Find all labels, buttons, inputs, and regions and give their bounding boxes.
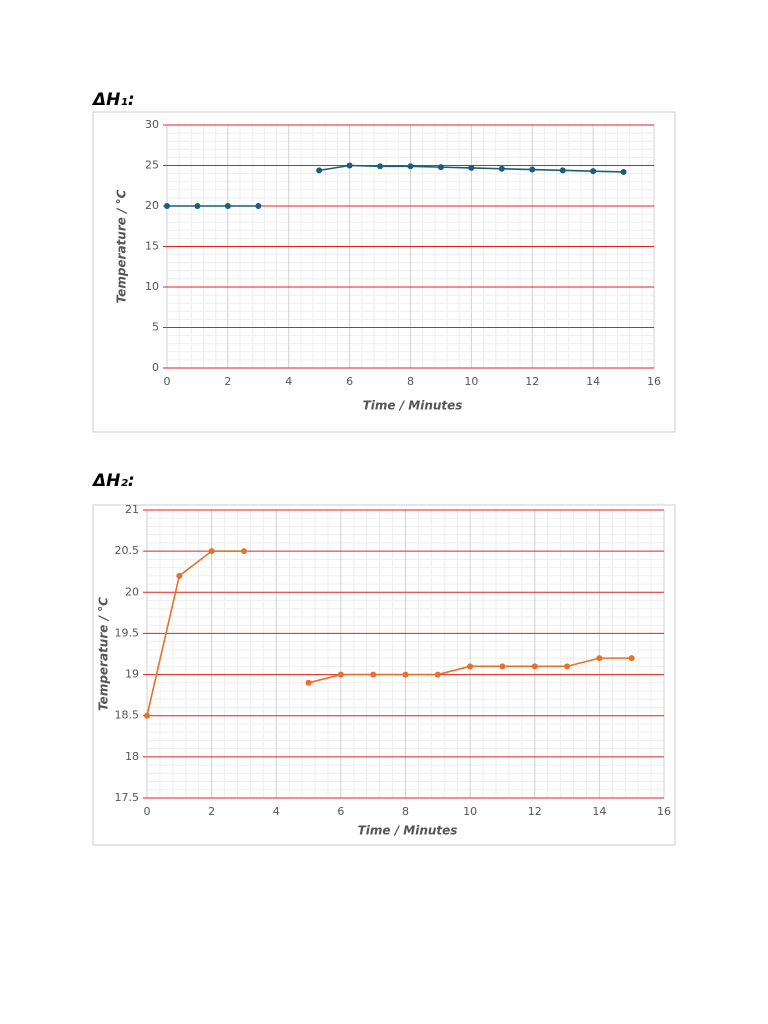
x-tick-label: 6 bbox=[337, 805, 344, 818]
y-tick-label: 21 bbox=[125, 503, 139, 516]
data-point bbox=[194, 203, 201, 209]
y-tick-label: 10 bbox=[145, 280, 159, 293]
data-point bbox=[208, 548, 215, 555]
x-tick-label: 12 bbox=[525, 375, 539, 388]
y-tick-label: 20.5 bbox=[115, 544, 140, 557]
x-tick-label: 0 bbox=[164, 375, 171, 388]
data-point bbox=[144, 712, 150, 719]
y-tick-label: 30 bbox=[145, 118, 159, 131]
data-point bbox=[407, 163, 414, 170]
data-point bbox=[590, 168, 597, 175]
data-point bbox=[240, 548, 247, 555]
x-tick-label: 6 bbox=[346, 375, 353, 388]
data-point bbox=[176, 572, 183, 579]
x-tick-label: 0 bbox=[144, 805, 151, 818]
x-tick-label: 8 bbox=[407, 375, 414, 388]
y-tick-label: 18 bbox=[125, 750, 139, 763]
data-point bbox=[437, 164, 444, 171]
x-tick-label: 2 bbox=[224, 375, 231, 388]
data-point bbox=[346, 162, 353, 169]
data-point bbox=[559, 167, 566, 174]
x-tick-label: 2 bbox=[208, 805, 215, 818]
x-tick-label: 8 bbox=[402, 805, 409, 818]
y-tick-label: 25 bbox=[145, 159, 159, 172]
y-tick-label: 19 bbox=[125, 668, 139, 681]
x-axis-title: Time / Minutes bbox=[358, 824, 458, 838]
data-point bbox=[529, 166, 536, 173]
data-point bbox=[498, 165, 505, 172]
data-point bbox=[531, 663, 538, 670]
data-point bbox=[628, 655, 635, 662]
data-point bbox=[499, 663, 506, 670]
chart: ΔH₂: 0 2 4 6 8 10 12 14 16 17.5 18 18.5 19 19.5 20 20.5 2… bbox=[91, 471, 676, 846]
data-point bbox=[164, 203, 170, 209]
data-point bbox=[402, 671, 409, 678]
chart-heading: ΔH₂: bbox=[91, 471, 135, 491]
series-line bbox=[146, 550, 244, 716]
data-point bbox=[468, 164, 475, 171]
data-point bbox=[255, 203, 262, 209]
data-point bbox=[564, 663, 571, 670]
data-point bbox=[620, 168, 627, 175]
data-point bbox=[370, 671, 377, 678]
x-tick-label: 4 bbox=[273, 805, 280, 818]
y-axis-title: Temperature / °C bbox=[115, 189, 129, 303]
chart: ΔH₁: 0 2 4 6 8 10 12 14 16 0 5 10 15 20 25 30 Time / Minu… bbox=[91, 90, 676, 433]
data-point bbox=[377, 163, 384, 170]
y-tick-label: 18.5 bbox=[115, 709, 140, 722]
x-axis-title: Time / Minutes bbox=[363, 399, 463, 413]
x-tick-label: 12 bbox=[528, 805, 542, 818]
y-tick-label: 20 bbox=[145, 199, 159, 212]
data-point bbox=[467, 663, 474, 670]
x-tick-label: 14 bbox=[592, 805, 606, 818]
data-point bbox=[434, 671, 441, 678]
y-axis-title: Temperature / °C bbox=[97, 597, 111, 711]
x-tick-label: 16 bbox=[657, 805, 671, 818]
y-tick-label: 5 bbox=[152, 321, 159, 334]
x-tick-label: 10 bbox=[464, 375, 478, 388]
data-point bbox=[305, 679, 312, 686]
y-tick-label: 15 bbox=[145, 240, 159, 253]
data-point bbox=[224, 203, 231, 209]
y-tick-label: 20 bbox=[125, 585, 139, 598]
data-point bbox=[596, 655, 603, 662]
y-tick-label: 0 bbox=[152, 361, 159, 374]
y-tick-label: 19.5 bbox=[115, 626, 140, 639]
y-tick-label: 17.5 bbox=[115, 791, 140, 804]
x-tick-label: 14 bbox=[586, 375, 600, 388]
data-point bbox=[316, 167, 323, 174]
data-point bbox=[337, 671, 344, 678]
x-tick-label: 16 bbox=[647, 375, 661, 388]
chart-heading: ΔH₁: bbox=[91, 90, 135, 110]
x-tick-label: 10 bbox=[463, 805, 477, 818]
x-tick-label: 4 bbox=[285, 375, 292, 388]
